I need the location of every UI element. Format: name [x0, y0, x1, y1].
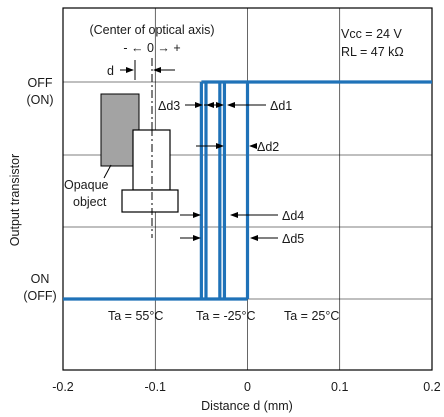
x-tick-label: 0.2 [423, 380, 440, 394]
level-on-label: ON [31, 272, 50, 286]
conditions: Vcc = 24 V RL = 47 kΩ [341, 27, 404, 59]
delta-d4-label: Δd4 [282, 209, 304, 223]
sensor-body-base [121, 189, 179, 213]
series-label-55: Ta = 55°C [108, 309, 163, 323]
y-axis-label: Output transistor [8, 154, 22, 246]
delta-d2-label: Δd2 [257, 140, 279, 154]
object-label-2: object [73, 195, 107, 209]
d-label: d [107, 64, 114, 78]
object-leader-line [103, 164, 112, 179]
delta-d3-label: Δd3 [158, 99, 180, 113]
x-axis-label: Distance d (mm) [201, 399, 293, 413]
x-tick-label: 0.1 [331, 380, 348, 394]
inset-diagram: (Center of optical axis) - ← 0 → + d Opa… [64, 23, 215, 238]
series-label-25: Ta = 25°C [284, 309, 339, 323]
x-tick-label: 0 [244, 380, 251, 394]
series-label-minus25: Ta = -25°C [196, 309, 256, 323]
level-off-label: OFF [28, 76, 53, 90]
condition-rl: RL = 47 kΩ [341, 45, 404, 59]
condition-vcc: Vcc = 24 V [341, 27, 402, 41]
x-tick-label: -0.1 [144, 380, 166, 394]
level-off-sub-label: (ON) [26, 93, 53, 107]
direction-label: - ← 0 → + [123, 41, 180, 55]
delta-d1-label: Δd1 [270, 99, 292, 113]
level-on-sub-label: (OFF) [23, 289, 56, 303]
x-tick-label: -0.2 [52, 380, 74, 394]
delta-d5-label: Δd5 [282, 232, 304, 246]
x-tick-labels: -0.2 -0.1 0 0.1 0.2 [52, 380, 441, 394]
series-lines [63, 80, 432, 301]
object-label-1: Opaque [64, 178, 109, 192]
delta-annotations: Δd3 Δd1 Δd2 Δd4 Δd5 [158, 99, 304, 246]
series-labels: Ta = 55°C Ta = -25°C Ta = 25°C [108, 309, 339, 323]
y-level-labels: OFF (ON) ON (OFF) [23, 76, 56, 303]
optical-axis-label: (Center of optical axis) [89, 23, 214, 37]
plot-frame [62, 7, 433, 371]
